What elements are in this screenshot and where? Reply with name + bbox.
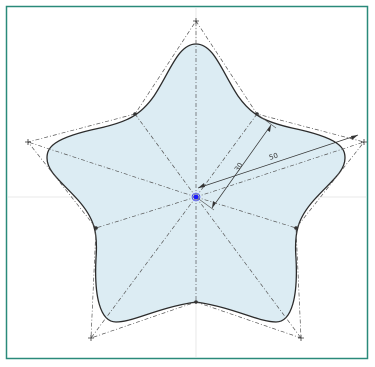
inner-radius-dimension: 30 [195, 113, 277, 211]
radial-construction-lines [27, 21, 365, 339]
outer-vertex-markers [25, 18, 367, 341]
outer-radius-label: 50 [268, 152, 279, 162]
inner-radius-label: 30 [233, 161, 245, 173]
center-point [191, 192, 201, 202]
outer-radius-dimension: 50 [197, 134, 359, 189]
